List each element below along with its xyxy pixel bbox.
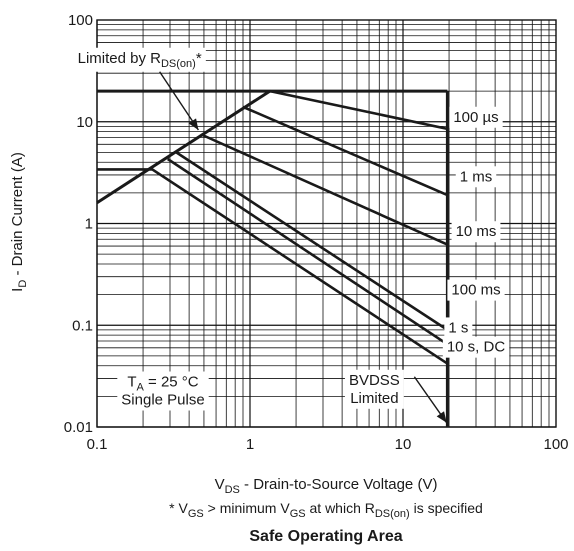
bvdss-label-part: Limited — [350, 390, 398, 407]
series-line — [97, 168, 449, 365]
x-tick-label: 1 — [246, 436, 254, 453]
series-label-part: 1 s — [448, 319, 468, 336]
series-label-text: 10 s, DC — [447, 339, 506, 356]
series-label-bg — [455, 166, 497, 188]
limit-line — [96, 89, 271, 204]
rds-limit-label: Limited by RDS(on)* — [73, 47, 206, 72]
series-label-bg — [449, 106, 503, 128]
bvdss-label-text: Limited — [350, 390, 398, 407]
series-label-part: 10 ms — [456, 223, 497, 240]
conditions-label-bg — [117, 371, 209, 411]
series-label-part: 100 ms — [451, 282, 500, 299]
x-tick-label: 100 — [543, 436, 568, 453]
series-label-text: 100 µs — [453, 109, 498, 126]
y-tick-label: 100 — [68, 12, 93, 29]
y-tick-label: 10 — [76, 114, 93, 131]
series-label: 1 s — [444, 317, 473, 339]
x-tick-label: 10 — [395, 436, 412, 453]
series-label-part: 100 µs — [453, 109, 498, 126]
series-line — [175, 151, 449, 331]
conditions-label-part: Single Pulse — [121, 392, 204, 409]
series-label-part: 10 s, DC — [447, 339, 506, 356]
series-label-text: 1 s — [448, 319, 468, 336]
x-axis-label: VDS - Drain-to-Source Voltage (V) — [215, 476, 438, 496]
conditions-label-text: TA = 25 °C — [127, 374, 198, 394]
series-label-text: 100 ms — [451, 282, 500, 299]
series-label-bg — [447, 279, 505, 301]
bvdss-arrow-head — [436, 411, 447, 423]
series-label-bg — [451, 221, 501, 243]
series-label: 1 ms — [455, 166, 497, 188]
conditions-label-part: T — [127, 374, 136, 391]
series-label: 10 s, DC — [442, 336, 510, 358]
series-label-bg — [444, 317, 473, 339]
footnote: * VGS > minimum VGS at which RDS(on) is … — [169, 500, 483, 520]
rds-limit-label-part: Limited by R — [78, 50, 162, 67]
annotations: 100 µs 1 ms 10 ms 100 ms 1 s 10 s, DC Limited … — [73, 47, 510, 424]
series-label: 10 ms — [451, 221, 501, 243]
y-tick-label: 1 — [85, 216, 93, 233]
bvdss-label-text: BVDSS — [349, 372, 400, 389]
rds-limit-label-part: * — [196, 50, 202, 67]
x-tick-label: 0.1 — [87, 436, 108, 453]
rds-limit-label-part: DS(on) — [161, 58, 196, 70]
bvdss-label-bg — [344, 369, 404, 409]
series-label: 100 ms — [447, 279, 505, 301]
plot-frame — [96, 19, 557, 428]
rds-arrow-head — [188, 118, 199, 130]
conditions-label-text: Single Pulse — [121, 392, 204, 409]
series-label: 100 µs — [449, 106, 503, 128]
chart-title: Safe Operating Area — [249, 528, 402, 545]
y-tick-label: 0.1 — [72, 317, 93, 334]
series-line — [166, 157, 449, 346]
series-line — [242, 105, 448, 197]
rds-limit-label-bg — [73, 47, 206, 72]
y-tick-label: 0.01 — [64, 419, 93, 436]
y-axis-label: ID - Drain Current (A) — [9, 152, 29, 292]
series-label-text: 10 ms — [456, 223, 497, 240]
series-label-text: 1 ms — [460, 168, 493, 185]
rds-arrow-shaft — [159, 71, 199, 131]
series-line — [200, 133, 448, 246]
conditions-label-part: = 25 °C — [144, 374, 199, 391]
series-label-part: 1 ms — [460, 168, 493, 185]
series-label-bg — [442, 336, 510, 358]
series-line — [269, 89, 448, 131]
rds-limit-label-text: Limited by RDS(on)* — [78, 50, 202, 70]
data-lines — [96, 89, 449, 427]
conditions-label-part: A — [137, 382, 145, 394]
bvdss-label-part: BVDSS — [349, 372, 400, 389]
